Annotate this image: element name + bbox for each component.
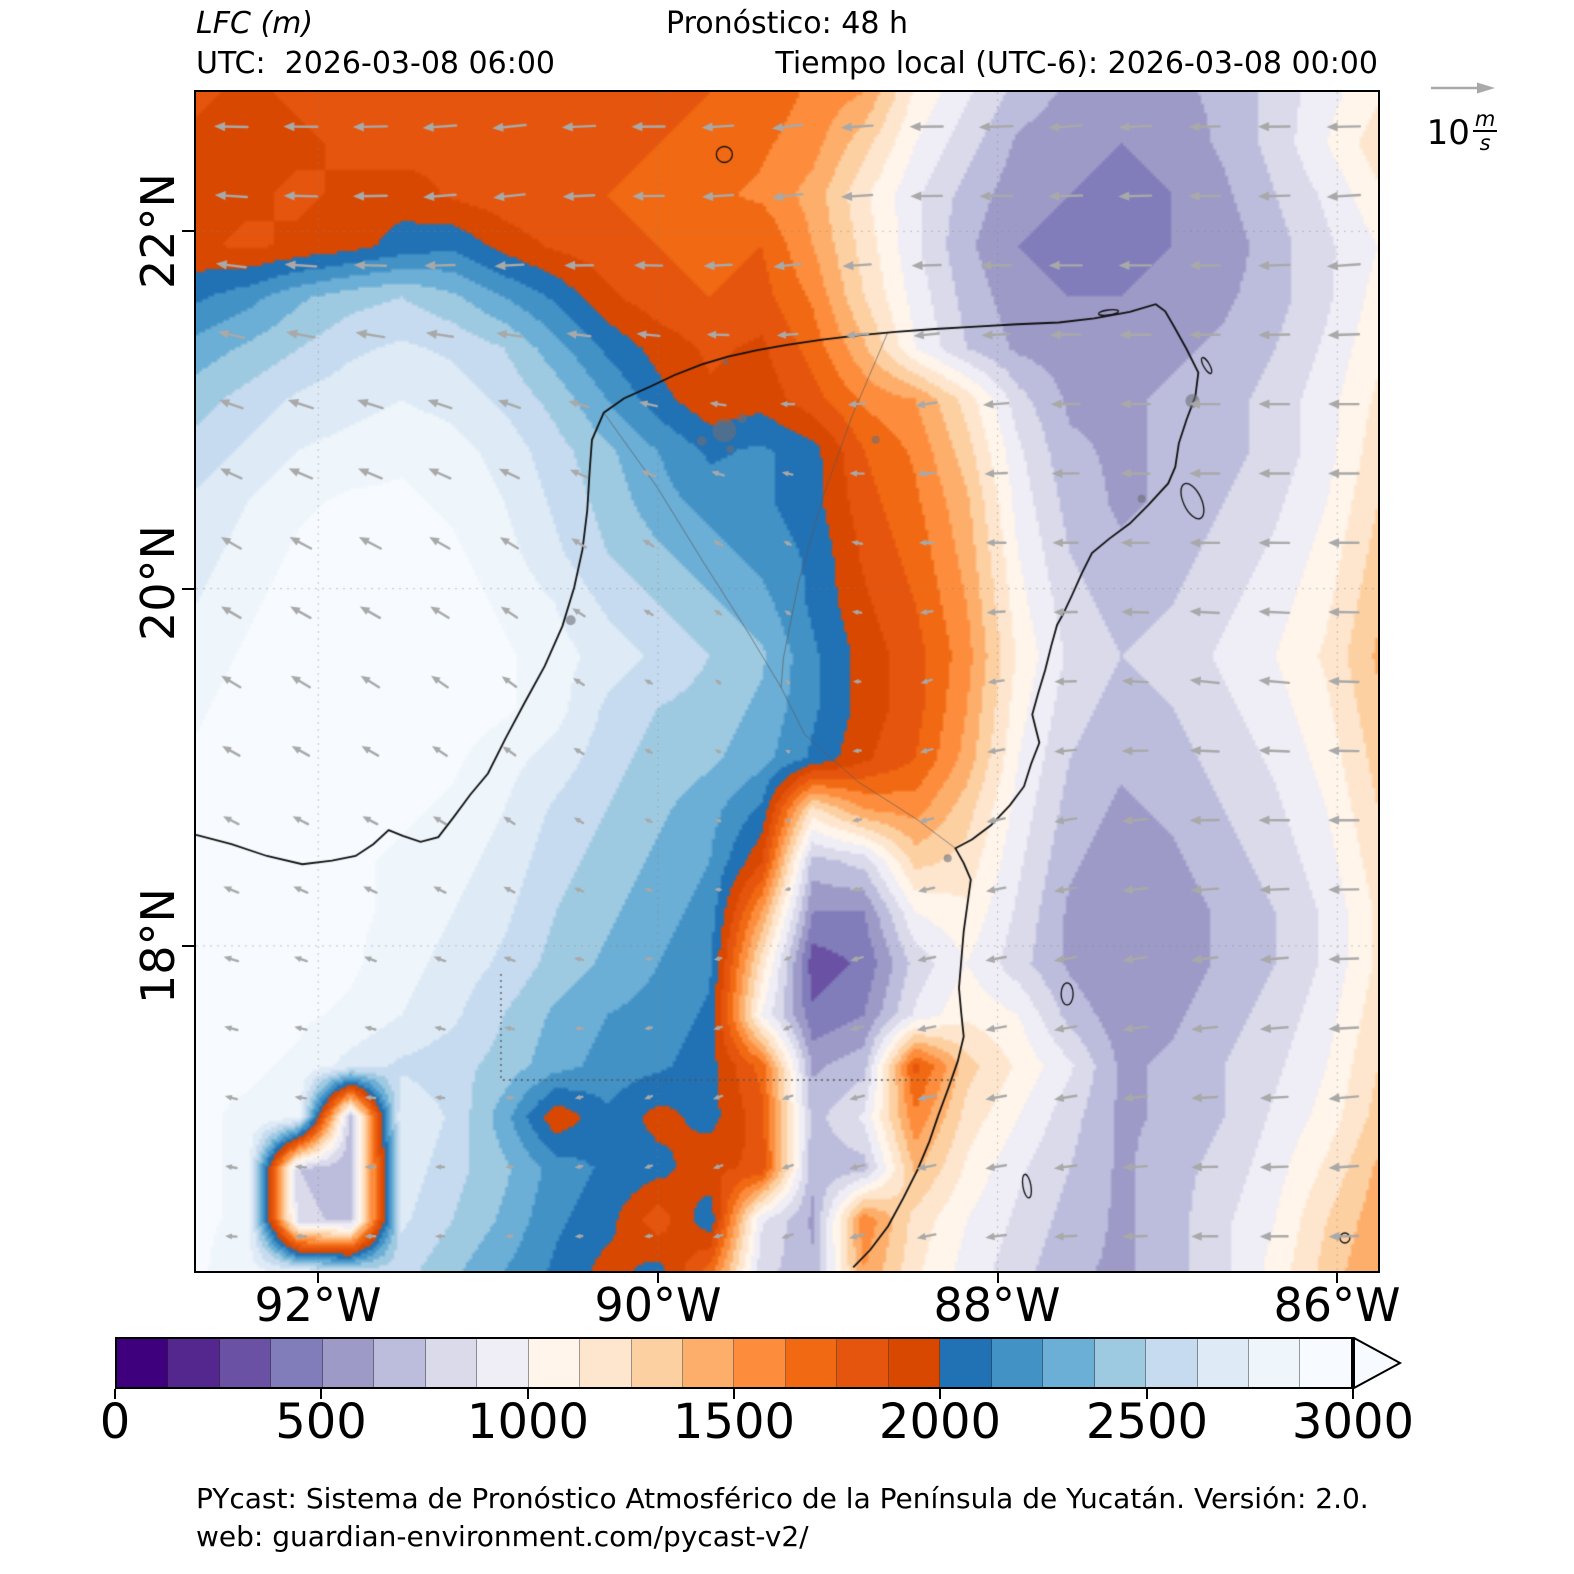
colorbar-cell [271,1339,323,1387]
colorbar-tick [939,1389,942,1399]
local-time-label: Tiempo local (UTC-6): 2026-03-08 00:00 [775,46,1378,81]
colorbar-tick-label-2500: 2500 [1085,1394,1209,1450]
wind-reference-value: 10 [1426,113,1470,154]
colorbar-cell [580,1339,632,1387]
x-tick-label-88w: 88°W [933,1278,1061,1332]
y-axis-tick [182,944,194,947]
colorbar-cell [785,1339,838,1387]
colorbar-cell [1043,1339,1095,1387]
colorbar-cell [991,1339,1044,1387]
colorbar-cell [1146,1339,1198,1387]
colorbar-tick-label-2000: 2000 [878,1394,1002,1450]
colorbar-cell [425,1339,478,1387]
x-axis-tick [1336,1271,1339,1283]
y-tick-label-22n: 22°N [131,173,185,289]
wind-reference-unit: m s [1472,107,1498,156]
colorbar-tick-label-1500: 1500 [672,1394,796,1450]
colorbar [115,1337,1353,1389]
x-axis-tick [656,1271,659,1283]
colorbar-tick [526,1389,529,1399]
colorbar-cell [1248,1339,1301,1387]
x-tick-label-86w: 86°W [1273,1278,1401,1332]
wind-unit-denominator: s [1479,131,1491,156]
colorbar-tick [1352,1389,1354,1399]
colorbar-cell [219,1339,272,1387]
wind-reference-label: 10 m s [1426,107,1498,156]
colorbar-cell [1300,1339,1351,1387]
colorbar-cell [374,1339,426,1387]
colorbar-extend-arrow [1353,1337,1403,1389]
variable-title: LFC (m) [196,6,314,41]
wind-unit-numerator: m [1472,107,1498,133]
colorbar-tick [733,1389,735,1399]
utc-time-label: UTC: 2026-03-08 06:00 [196,46,555,81]
colorbar-cell [477,1339,529,1387]
colorbar-cell [528,1339,581,1387]
colorbar-tick-label-0: 0 [99,1394,131,1450]
map-panel [194,90,1380,1273]
y-tick-label-18n: 18°N [131,888,185,1004]
footer-web-line: web: guardian-environment.com/pycast-v2/ [196,1520,809,1553]
colorbar-cell [734,1339,786,1387]
x-tick-label-90w: 90°W [594,1278,722,1332]
colorbar-cell [837,1339,889,1387]
lfc-field-canvas [196,92,1378,1271]
colorbar-tick [320,1389,323,1399]
colorbar-cell [117,1339,169,1387]
colorbar-tick-label-500: 500 [275,1394,367,1450]
colorbar-cell [631,1339,683,1387]
colorbar-cell [1094,1339,1147,1387]
footer-credit-line: PYcast: Sistema de Pronóstico Atmosféric… [196,1482,1369,1515]
x-axis-tick [317,1271,320,1283]
colorbar-cell [940,1339,992,1387]
colorbar-cell [888,1339,941,1387]
wind-reference-arrow-icon [1431,82,1495,94]
y-tick-label-20n: 20°N [131,525,185,641]
x-axis-tick [996,1271,999,1283]
colorbar-tick [1145,1389,1148,1399]
colorbar-tick-label-1000: 1000 [466,1394,590,1450]
colorbar-tick [114,1389,116,1399]
x-tick-label-92w: 92°W [254,1278,382,1332]
forecast-lead-title: Pronóstico: 48 h [666,6,908,41]
y-axis-tick [182,587,194,590]
colorbar-cell [1197,1339,1249,1387]
colorbar-cell [322,1339,375,1387]
colorbar-cell [168,1339,220,1387]
wind-reference-key: 10 m s [1392,80,1532,156]
colorbar-tick-label-3000: 3000 [1291,1394,1415,1450]
y-axis-tick [182,230,194,233]
colorbar-cell [682,1339,735,1387]
